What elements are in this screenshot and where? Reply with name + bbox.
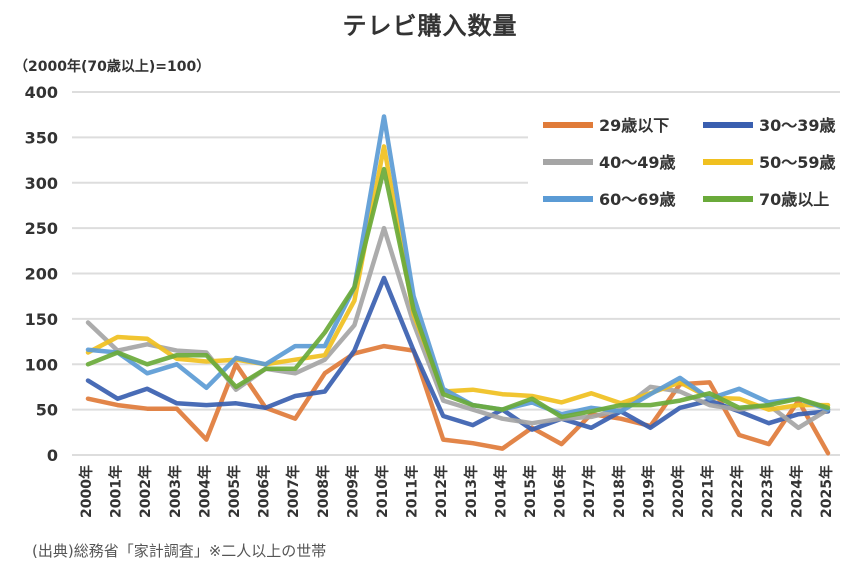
legend-label: 50〜59歳: [759, 153, 836, 172]
x-tick-label: 2021年: [700, 465, 717, 518]
x-tick-label: 2015年: [522, 465, 539, 518]
x-tick-label: 2012年: [433, 465, 450, 518]
y-tick-label: 150: [25, 310, 58, 329]
legend-label: 60〜69歳: [599, 190, 676, 209]
legend-label: 70歳以上: [759, 190, 829, 209]
x-tick-label: 2022年: [729, 465, 746, 518]
x-tick-label: 2000年: [78, 465, 95, 518]
x-tick-label: 2005年: [226, 465, 243, 518]
x-tick-label: 2017年: [581, 465, 598, 518]
x-tick-label: 2006年: [256, 465, 273, 518]
x-tick-label: 2023年: [759, 465, 776, 518]
y-tick-label: 200: [25, 265, 58, 284]
y-tick-label: 250: [25, 219, 58, 238]
x-tick-label: 2025年: [818, 465, 835, 518]
x-tick-label: 2010年: [374, 465, 391, 518]
x-tick-label: 2013年: [463, 465, 480, 518]
legend-label: 29歳以下: [599, 116, 669, 135]
x-tick-label: 2007年: [285, 465, 302, 518]
series-line: [85, 343, 831, 456]
x-tick-label: 2002年: [137, 465, 154, 518]
x-tick-label: 2004年: [196, 465, 213, 518]
legend: 29歳以下 30〜39歳 40〜49歳 50〜59歳 60〜69歳 70歳以上: [528, 102, 844, 220]
x-tick-label: 2001年: [108, 465, 125, 518]
x-tick-label: 2003年: [167, 465, 184, 518]
x-tick-label: 2011年: [404, 465, 421, 518]
y-tick-label: 350: [25, 128, 58, 147]
x-tick-label: 2018年: [611, 465, 628, 518]
x-tick-label: 2020年: [670, 465, 687, 518]
x-tick-label: 2016年: [552, 465, 569, 518]
series-lines: [85, 114, 831, 456]
y-tick-label: 100: [25, 355, 58, 374]
legend-label: 40〜49歳: [599, 153, 676, 172]
x-tick-label: 2019年: [640, 465, 657, 518]
source-note: (出典)総務省「家計調査」※二人以上の世帯: [32, 542, 327, 560]
x-tick-label: 2008年: [315, 465, 332, 518]
x-tick-label: 2024年: [788, 465, 805, 518]
y-tick-label: 0: [47, 446, 58, 465]
x-tick-label: 2014年: [492, 465, 509, 518]
y-tick-label: 300: [25, 174, 58, 193]
legend-label: 30〜39歳: [759, 116, 836, 135]
x-tick-label: 2009年: [344, 465, 361, 518]
y-tick-label: 400: [25, 83, 58, 102]
chart-title: テレビ購入数量: [342, 12, 518, 40]
y-axis-ticks: 0 50 100 150 200 250 300 350 400: [25, 83, 58, 465]
x-axis-ticks: 2000年 2001年 2002年 2003年 2004年 2005年 2006年 2007年…: [78, 465, 835, 518]
series-line: [85, 166, 831, 420]
y-tick-label: 50: [36, 401, 58, 420]
y-axis-unit-label: （2000年(70歳以上)=100）: [14, 59, 211, 75]
